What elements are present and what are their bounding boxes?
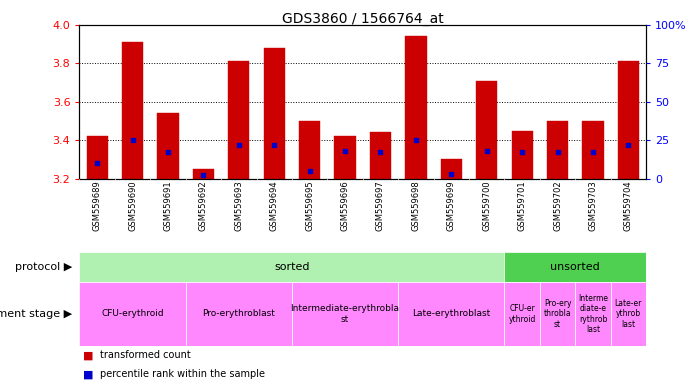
Text: Late-erythroblast: Late-erythroblast <box>413 310 491 318</box>
Text: Pro-ery
throbla
st: Pro-ery throbla st <box>544 299 571 329</box>
Bar <box>611 282 646 346</box>
Bar <box>441 159 462 179</box>
Bar <box>122 42 143 179</box>
Text: percentile rank within the sample: percentile rank within the sample <box>100 369 265 379</box>
Text: Intermediate-erythrobla
st: Intermediate-erythrobla st <box>291 304 399 324</box>
Text: Late-er
ythrob
last: Late-er ythrob last <box>615 299 642 329</box>
Text: GSM559691: GSM559691 <box>164 180 173 231</box>
Text: GDS3860 / 1566764_at: GDS3860 / 1566764_at <box>282 12 444 25</box>
Text: GSM559698: GSM559698 <box>411 180 420 231</box>
Text: transformed count: transformed count <box>100 350 191 360</box>
Bar <box>405 36 426 179</box>
Text: unsorted: unsorted <box>551 262 600 272</box>
Bar <box>292 282 398 346</box>
Text: GSM559700: GSM559700 <box>482 180 491 231</box>
Bar <box>398 282 504 346</box>
Bar <box>86 136 108 179</box>
Text: GSM559690: GSM559690 <box>128 180 137 231</box>
Bar <box>193 169 214 179</box>
Text: sorted: sorted <box>274 262 310 272</box>
Bar <box>504 252 646 282</box>
Bar <box>263 48 285 179</box>
Bar <box>575 282 611 346</box>
Bar <box>511 131 533 179</box>
Text: GSM559693: GSM559693 <box>234 180 243 231</box>
Bar <box>79 252 504 282</box>
Bar <box>158 113 178 179</box>
Bar <box>583 121 603 179</box>
Text: GSM559704: GSM559704 <box>624 180 633 231</box>
Text: Interme
diate-e
rythrob
last: Interme diate-e rythrob last <box>578 294 608 334</box>
Text: GSM559702: GSM559702 <box>553 180 562 231</box>
Text: GSM559689: GSM559689 <box>93 180 102 231</box>
Text: GSM559692: GSM559692 <box>199 180 208 231</box>
Text: CFU-erythroid: CFU-erythroid <box>102 310 164 318</box>
Bar <box>334 136 356 179</box>
Bar <box>370 132 391 179</box>
Bar <box>79 282 186 346</box>
Text: GSM559696: GSM559696 <box>341 180 350 231</box>
Text: ■: ■ <box>83 369 93 379</box>
Text: GSM559701: GSM559701 <box>518 180 527 231</box>
Bar <box>476 81 498 179</box>
Bar <box>547 121 568 179</box>
Text: GSM559699: GSM559699 <box>447 180 456 231</box>
Text: ■: ■ <box>83 350 93 360</box>
Text: GSM559703: GSM559703 <box>589 180 598 231</box>
Bar <box>299 121 320 179</box>
Text: development stage ▶: development stage ▶ <box>0 309 73 319</box>
Text: protocol ▶: protocol ▶ <box>15 262 73 272</box>
Text: CFU-er
ythroid: CFU-er ythroid <box>509 304 536 324</box>
Bar <box>540 282 575 346</box>
Bar <box>186 282 292 346</box>
Text: Pro-erythroblast: Pro-erythroblast <box>202 310 275 318</box>
Text: GSM559695: GSM559695 <box>305 180 314 231</box>
Text: GSM559697: GSM559697 <box>376 180 385 231</box>
Bar <box>228 61 249 179</box>
Text: GSM559694: GSM559694 <box>269 180 278 231</box>
Bar <box>618 61 639 179</box>
Bar <box>504 282 540 346</box>
